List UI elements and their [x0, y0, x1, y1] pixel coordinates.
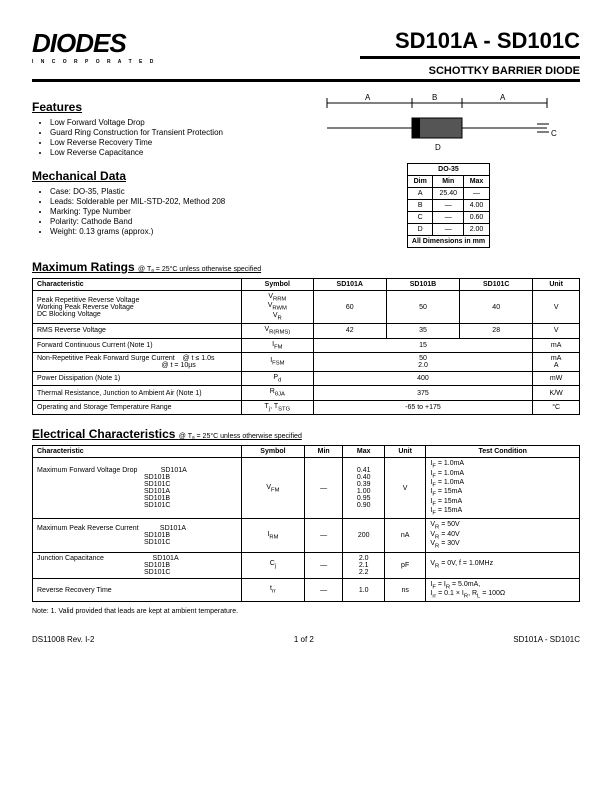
package-diagram: A B A D C	[317, 88, 557, 158]
features-heading: Features	[32, 100, 306, 114]
feature-item: Low Reverse Capacitance	[50, 148, 306, 157]
features-list: Low Forward Voltage Drop Guard Ring Cons…	[32, 118, 306, 157]
feature-item: Low Reverse Recovery Time	[50, 138, 306, 147]
mech-item: Weight: 0.13 grams (approx.)	[50, 227, 306, 236]
footer-left: DS11008 Rev. I-2	[32, 635, 94, 644]
svg-text:A: A	[500, 93, 506, 102]
subtitle: SCHOTTKY BARRIER DIODE	[360, 65, 580, 77]
feature-item: Guard Ring Construction for Transient Pr…	[50, 128, 306, 137]
logo-sub: I N C O R P O R A T E D	[32, 59, 156, 65]
max-ratings-table: Characteristic Symbol SD101A SD101B SD10…	[32, 278, 580, 415]
mech-item: Marking: Type Number	[50, 207, 306, 216]
dim-table: DO-35 DimMinMax A25.40— B—4.00 C—0.60 D—…	[407, 163, 490, 248]
mech-list: Case: DO-35, Plastic Leads: Solderable p…	[32, 187, 306, 236]
mech-heading: Mechanical Data	[32, 169, 306, 183]
title: SD101A - SD101C	[360, 28, 580, 54]
mech-item: Leads: Solderable per MIL-STD-202, Metho…	[50, 197, 306, 206]
elec-table: Characteristic Symbol Min Max Unit Test …	[32, 445, 580, 602]
footer: DS11008 Rev. I-2 1 of 2 SD101A - SD101C	[32, 635, 580, 644]
svg-text:D: D	[435, 143, 441, 152]
note: Note: 1. Valid provided that leads are k…	[32, 608, 580, 615]
footer-center: 1 of 2	[294, 635, 314, 644]
dim-table-title: DO-35	[407, 164, 489, 176]
logo: DIODES I N C O R P O R A T E D	[32, 28, 156, 65]
mech-item: Polarity: Cathode Band	[50, 217, 306, 226]
footer-right: SD101A - SD101C	[513, 635, 580, 644]
mech-item: Case: DO-35, Plastic	[50, 187, 306, 196]
feature-item: Low Forward Voltage Drop	[50, 118, 306, 127]
svg-text:B: B	[432, 93, 437, 102]
elec-heading: Electrical Characteristics @ Tₐ = 25°C u…	[32, 427, 580, 441]
logo-main: DIODES	[32, 28, 156, 59]
svg-text:C: C	[551, 129, 557, 138]
svg-text:A: A	[365, 93, 371, 102]
max-ratings-heading: Maximum Ratings @ Tₐ = 25°C unless other…	[32, 260, 580, 274]
